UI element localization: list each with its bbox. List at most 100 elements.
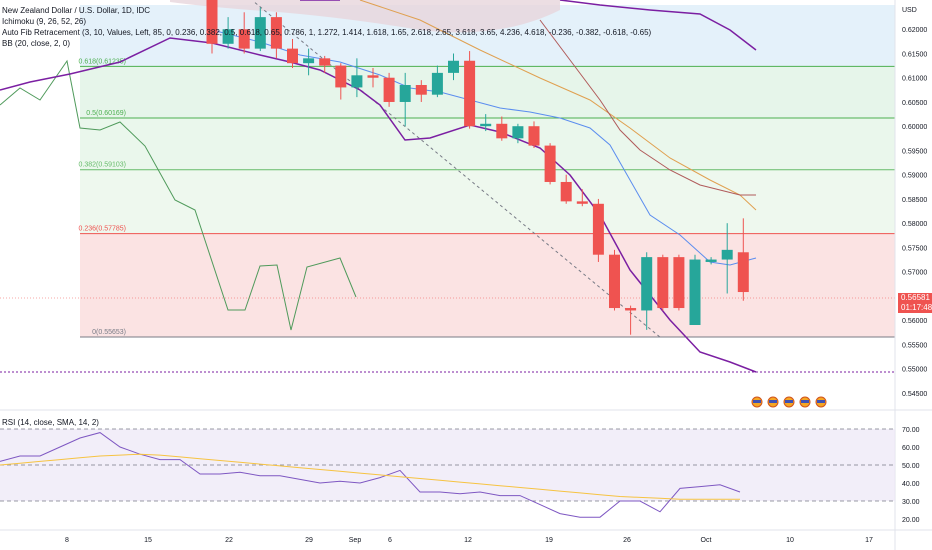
price-tick-label: 0.55000 <box>902 367 927 374</box>
candle-body <box>270 17 282 49</box>
rsi-tick-label: 20.00 <box>902 517 920 524</box>
event-flag-stripe <box>769 400 777 403</box>
fib-legend[interactable]: Auto Fib Retracement (3, 10, Values, Lef… <box>2 28 652 37</box>
price-tick-label: 0.60000 <box>902 124 927 131</box>
candle-body <box>351 75 363 88</box>
last-price: 0.56581 <box>901 293 930 302</box>
price-tick-label: 0.54500 <box>902 391 927 398</box>
candle-body <box>737 252 749 293</box>
bb-upper-line <box>539 19 756 196</box>
candle-body <box>480 123 492 127</box>
rsi-line <box>0 432 741 518</box>
rsi-tick-label: 40.00 <box>902 481 920 488</box>
price-tick-label: 0.55500 <box>902 342 927 349</box>
candle-body <box>319 58 331 66</box>
event-flag-stripe <box>785 400 793 403</box>
fib-zone-1 <box>80 66 895 119</box>
event-flag-stripe <box>753 400 761 403</box>
rsi-legend[interactable]: RSI (14, close, SMA, 14, 2) <box>2 418 99 427</box>
event-flag-stripe <box>817 400 825 403</box>
time-tick-label: 12 <box>464 537 472 544</box>
candle-body <box>641 257 653 311</box>
candle-body <box>464 60 476 127</box>
time-tick-label: 19 <box>545 537 553 544</box>
candle-body <box>689 259 701 325</box>
candle-body <box>576 201 588 204</box>
time-tick-label: 17 <box>865 537 873 544</box>
candle-body <box>238 29 250 49</box>
time-tick-label: Sep <box>349 537 362 544</box>
candle-body <box>399 85 411 102</box>
candle-body <box>528 126 540 146</box>
candle-body <box>448 60 459 73</box>
candle-body <box>303 58 315 64</box>
event-flag-stripe <box>801 400 809 403</box>
candle-body <box>705 259 717 262</box>
fib-label-1: 0.5(0.60169) <box>86 110 126 117</box>
candle-body <box>657 257 669 309</box>
fib-zone-3 <box>80 169 895 234</box>
ichimoku-conversion-line <box>359 0 757 211</box>
candle-body <box>560 181 572 202</box>
price-tick-label: 0.58000 <box>902 221 927 228</box>
price-tick-label: 0.57500 <box>902 245 927 252</box>
candle-body <box>512 126 524 139</box>
fib-zone-2 <box>80 118 895 170</box>
rsi-tick-label: 50.00 <box>902 463 920 470</box>
time-tick-label: 22 <box>225 537 233 544</box>
candle-body <box>431 72 443 95</box>
time-tick-label: 26 <box>623 537 631 544</box>
candle-body <box>544 145 556 182</box>
time-tick-label: Oct <box>701 537 712 544</box>
price-tick-label: 0.57000 <box>902 270 927 277</box>
candle-body <box>721 249 733 260</box>
ichimoku-cloud <box>170 0 560 33</box>
lagging-span-line <box>0 59 357 331</box>
candle-body <box>206 0 218 44</box>
time-tick-label: 29 <box>305 537 313 544</box>
candle-body <box>592 203 604 255</box>
price-tick-label: 0.60500 <box>902 100 927 107</box>
candle-body <box>609 254 620 309</box>
cloud-upper-line <box>559 0 757 51</box>
candle-body <box>222 29 234 44</box>
price-tick-label: 0.61500 <box>902 51 927 58</box>
fib-label-0: 0.618(0.61235) <box>79 58 126 65</box>
rsi-tick-label: 30.00 <box>902 499 920 506</box>
candle-body <box>673 257 685 309</box>
time-tick-label: 8 <box>65 537 69 544</box>
candle-body <box>383 77 395 102</box>
bar-countdown: 01:17:48 <box>901 303 932 312</box>
candle-body <box>367 75 379 78</box>
fib-label-2: 0.382(0.59103) <box>79 162 126 169</box>
rsi-ma-line <box>0 453 740 500</box>
price-tick-label: 0.62000 <box>902 27 927 34</box>
bb-legend[interactable]: BB (20, close, 2, 0) <box>2 39 71 48</box>
candle-body <box>415 85 427 95</box>
price-tick-label: 0.61000 <box>902 76 927 83</box>
time-tick-label: 10 <box>786 537 794 544</box>
rsi-tick-label: 60.00 <box>902 445 920 452</box>
fib-zone-4 <box>80 233 895 337</box>
time-tick-label: 6 <box>388 537 392 544</box>
price-tick-label: 0.58500 <box>902 197 927 204</box>
candle-body <box>254 17 266 49</box>
candle-body <box>625 308 637 311</box>
last-price-badge: 0.56581 01:17:48 <box>898 293 932 313</box>
time-tick-label: 15 <box>144 537 152 544</box>
bb-basis-line <box>211 29 757 266</box>
price-tick-label: 0.59500 <box>902 148 927 155</box>
rsi-tick-label: 70.00 <box>902 427 920 434</box>
price-tick-label: 0.59000 <box>902 173 927 180</box>
symbol-title: New Zealand Dollar / U.S. Dollar, 1D, ID… <box>2 6 151 15</box>
ichimoku-legend[interactable]: Ichimoku (9, 26, 52, 26) <box>2 17 87 26</box>
candle-body <box>287 48 298 64</box>
price-tick-label: 0.56000 <box>902 318 927 325</box>
fib-label-4: 0(0.55653) <box>92 329 126 336</box>
fib-label-3: 0.236(0.57785) <box>79 226 126 233</box>
candle-body <box>496 123 508 139</box>
currency-label: USD <box>902 7 917 14</box>
candle-body <box>335 65 347 88</box>
